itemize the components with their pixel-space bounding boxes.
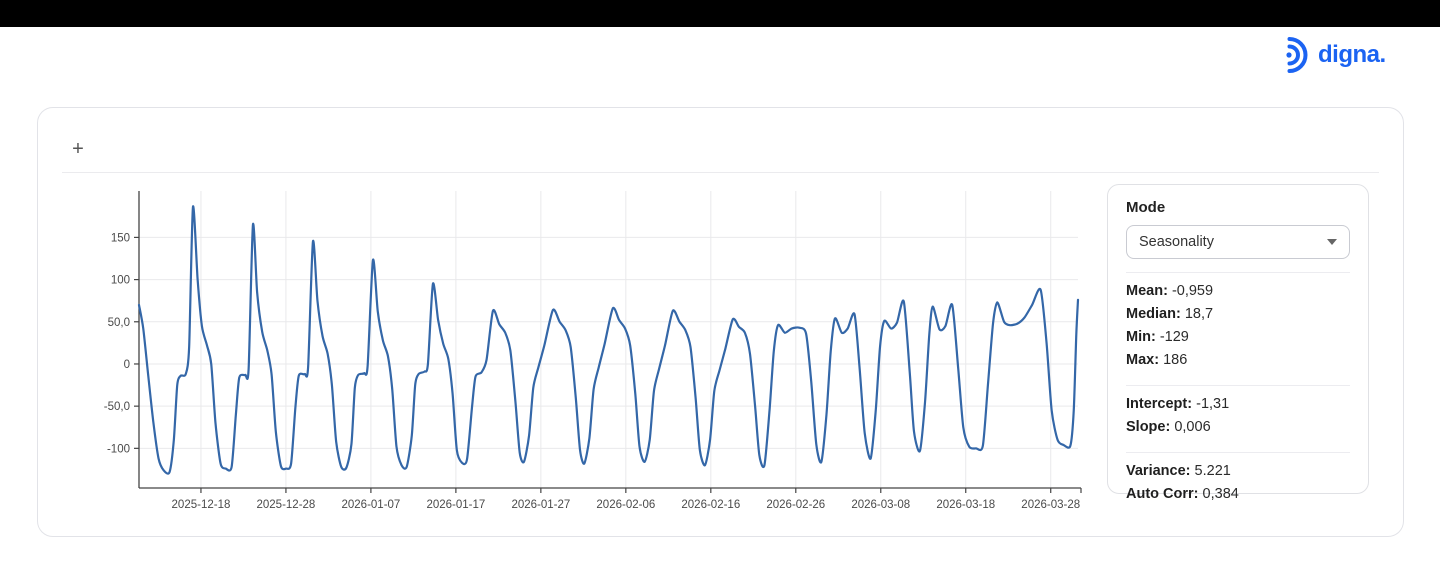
panel-divider [1126,385,1350,386]
x-tick-label: 2026-01-27 [511,499,570,511]
mode-select-value: Seasonality [1139,234,1214,250]
brand-name: digna. [1318,41,1386,68]
stat-mean: Mean: -0,959 [1126,283,1214,299]
x-tick-label: 2026-01-07 [341,499,400,511]
x-tick-label: 2026-03-28 [1021,499,1080,511]
x-tick-label: 2026-01-17 [426,499,485,511]
y-tick-label: 50,0 [108,317,130,329]
chart-card: + 150 100 50,0 0 -50,0 -100 2025-12-18 2025-12-… [37,107,1404,537]
x-tick-label: 2026-02-16 [681,499,740,511]
brand-logo: digna. [1283,36,1386,74]
stat-slope: Slope: 0,006 [1126,419,1211,435]
mode-label: Mode [1126,199,1166,216]
expand-button[interactable]: + [72,137,84,160]
card-divider [62,172,1379,173]
mode-select[interactable]: Seasonality [1126,225,1350,259]
y-tick-label: -100 [107,443,130,455]
mode-panel: Mode Seasonality Mean: -0,959 Median: 18… [1107,184,1369,502]
y-tick-label: -50,0 [104,401,130,413]
panel-divider [1126,452,1350,453]
x-tick-label: 2025-12-18 [172,499,231,511]
x-tick-label: 2026-03-08 [851,499,910,511]
top-bar [0,0,1440,27]
ripple-arcs-icon [1283,36,1313,74]
stat-max: Max: 186 [1126,352,1188,368]
y-tick-label: 150 [111,232,130,244]
stat-intercept: Intercept: -1,31 [1126,396,1230,412]
stat-autocorr: Auto Corr: 0,384 [1126,486,1239,502]
stat-median: Median: 18,7 [1126,306,1214,322]
chevron-down-icon [1327,239,1337,245]
series-line-seasonality [137,205,1080,475]
panel-divider [1126,272,1350,273]
y-tick-label: 100 [111,275,130,287]
x-tick-label: 2025-12-28 [257,499,316,511]
stat-variance: Variance: 5.221 [1126,463,1231,479]
x-tick-label: 2026-03-18 [936,499,995,511]
stat-min: Min: -129 [1126,329,1189,345]
x-tick-label: 2026-02-06 [596,499,655,511]
x-tick-label: 2026-02-26 [766,499,825,511]
seasonality-chart[interactable]: 150 100 50,0 0 -50,0 -100 2025-12-18 2025-12-28… [51,183,1096,528]
y-tick-label: 0 [124,359,130,371]
